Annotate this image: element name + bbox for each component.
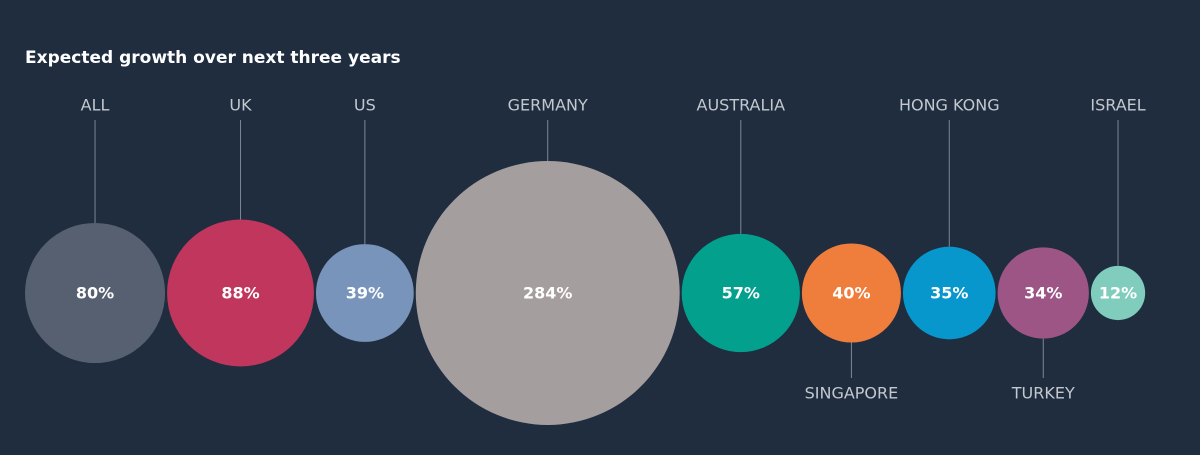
bubble <box>801 243 901 343</box>
value-label: 284% <box>523 284 572 303</box>
bubble <box>681 233 800 353</box>
value-label: 57% <box>722 284 760 303</box>
value-label: 34% <box>1024 284 1062 303</box>
value-label: 35% <box>930 284 968 303</box>
category-label: HONG KONG <box>899 96 1000 115</box>
value-label: 12% <box>1099 284 1137 303</box>
category-label: ISRAEL <box>1090 96 1145 115</box>
category-label: GERMANY <box>508 96 588 115</box>
bubble <box>25 222 166 364</box>
bubble <box>902 246 996 340</box>
category-label: AUSTRALIA <box>697 96 786 115</box>
chart-title: Expected growth over next three years <box>25 48 401 68</box>
value-label: 80% <box>76 284 114 303</box>
bubble <box>1090 265 1146 321</box>
value-label: 40% <box>832 284 870 303</box>
category-label: ALL <box>81 96 110 115</box>
bubble <box>315 244 414 342</box>
category-label: SINGAPORE <box>805 384 899 403</box>
value-label: 88% <box>221 284 259 303</box>
bubble <box>997 247 1089 339</box>
category-label: UK <box>229 96 252 115</box>
category-label: US <box>354 96 376 115</box>
value-label: 39% <box>346 284 384 303</box>
category-label: TURKEY <box>1011 384 1075 403</box>
bubble <box>415 161 680 425</box>
bubble <box>167 219 314 367</box>
